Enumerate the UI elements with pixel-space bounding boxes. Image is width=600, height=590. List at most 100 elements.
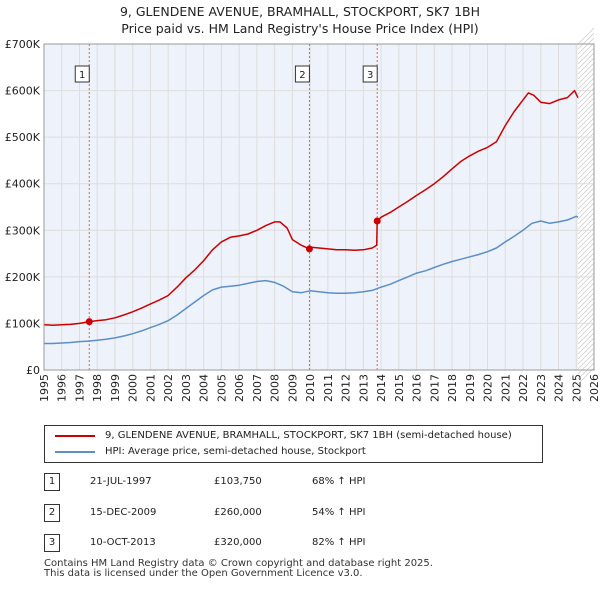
future-hatch-line [577,262,595,280]
transaction-price: £320,000 [214,537,262,548]
transaction-hpi-change: 68% ↑ HPI [312,476,366,487]
x-tick-label: 2019 [464,374,477,402]
future-hatch-line [577,177,595,195]
future-hatch-line [577,257,595,275]
future-hatch-line [577,132,595,150]
future-hatch-line [577,162,595,180]
future-hatch-line [577,202,595,220]
legend-hpi-label: HPI: Average price, semi-detached house,… [105,446,366,457]
x-tick-label: 2004 [198,374,211,402]
future-hatch-line [577,317,595,335]
future-hatch-line [577,347,595,365]
future-hatch-line [577,62,595,80]
y-tick-label: £200K [5,271,41,284]
future-hatch-line [577,172,595,190]
footer: Contains HM Land Registry data © Crown c… [44,559,433,579]
x-tick-label: 2005 [215,374,228,402]
future-hatch-line [577,287,595,305]
x-tick-label: 2011 [322,374,335,402]
x-tick-label: 2007 [251,374,264,402]
x-tick-label: 2018 [446,374,459,402]
future-hatch-line [577,92,595,110]
future-hatch-line [577,192,595,210]
y-tick-label: £700K [5,38,41,51]
future-hatch-line [577,77,595,95]
future-hatch-line [577,352,595,370]
legend-item-property: 9, GLENDENE AVENUE, BRAMHALL, STOCKPORT,… [55,428,512,444]
transaction-row: 1 21-JUL-1997 £103,750 68% ↑ HPI [44,472,564,492]
future-hatch-line [577,37,595,55]
transaction-date: 21-JUL-1997 [90,476,152,487]
price-chart: £0 £100K £200K £300K £400K £500K £600K £700K 199… [5,27,600,402]
transaction-row: 2 15-DEC-2009 £260,000 54% ↑ HPI [44,503,564,523]
x-tick-label: 2025 [570,374,583,402]
legend-item-hpi: HPI: Average price, semi-detached house,… [55,444,366,460]
future-hatch-line [577,272,595,290]
plot-area [44,44,594,370]
future-hatch-line [577,117,595,135]
transaction-hpi-change: 54% ↑ HPI [312,507,366,518]
x-tick-label: 2015 [393,374,406,402]
sale-point [373,217,381,225]
x-tick-label: 2006 [233,374,246,402]
legend-property-swatch [55,435,95,437]
property-price-line [43,89,579,327]
future-hatch-line [577,342,595,360]
future-hatch-line [577,307,595,325]
x-tick-label: 2009 [286,374,299,402]
y-tick-label: £400K [5,178,41,191]
future-hatch-line [577,167,595,185]
future-hatch-line [577,182,595,200]
future-hatch-line [577,327,595,345]
transaction-number: 1 [44,473,60,491]
x-tick-label: 1997 [73,374,86,402]
footer-copyright: Contains HM Land Registry data © Crown c… [44,558,433,569]
transaction-number: 3 [44,534,60,552]
legend: 9, GLENDENE AVENUE, BRAMHALL, STOCKPORT,… [44,425,543,463]
y-tick-label: £600K [5,85,41,98]
future-hatch-line [577,152,595,170]
future-hatch-line [577,312,595,330]
future-hatch-line [577,107,595,125]
x-tick-label: 2003 [180,374,193,402]
future-hatch-line [577,277,595,295]
future-hatch-line [577,97,595,115]
future-hatch-line [577,157,595,175]
title-line-2: Price paid vs. HM Land Registry's House … [121,21,479,36]
transaction-date: 15-DEC-2009 [90,507,157,518]
future-hatch-line [577,142,595,160]
future-hatch-line [577,322,595,340]
chart-title: 9, GLENDENE AVENUE, BRAMHALL, STOCKPORT,… [0,3,600,37]
sale-marker-box [294,65,310,83]
x-tick-label: 2022 [517,374,530,402]
x-tick-label: 2008 [269,374,282,402]
future-hatch-line [577,242,595,260]
sale-point [305,245,313,253]
x-tick-label: 1998 [91,374,104,402]
future-hatch-line [577,247,595,265]
x-tick-label: 2020 [482,374,495,402]
future-hatch-line [577,282,595,300]
x-tick-label: 1995 [38,374,51,402]
sale-point [85,318,93,326]
x-tick-label: 2001 [144,374,157,402]
x-tick-label: 1996 [56,374,69,402]
future-hatch-line [577,232,595,250]
future-hatch-line [577,57,595,75]
future-hatch-line [577,112,595,130]
x-tick-label: 2014 [375,374,388,402]
y-tick-label: £100K [5,317,41,330]
y-tick-label: £300K [5,224,41,237]
future-hatch-line [577,357,595,375]
future-hatch-line [577,292,595,310]
future-hatch-line [577,47,595,65]
sale-marker-box [74,65,90,83]
legend-hpi-swatch [55,451,95,453]
future-hatch-line [577,297,595,315]
future-hatch-line [577,67,595,85]
future-hatch-line [577,122,595,140]
y-tick-label: £500K [5,131,41,144]
future-hatch-line [577,187,595,205]
future-hatch-line [577,127,595,145]
x-tick-label: 2012 [340,374,353,402]
